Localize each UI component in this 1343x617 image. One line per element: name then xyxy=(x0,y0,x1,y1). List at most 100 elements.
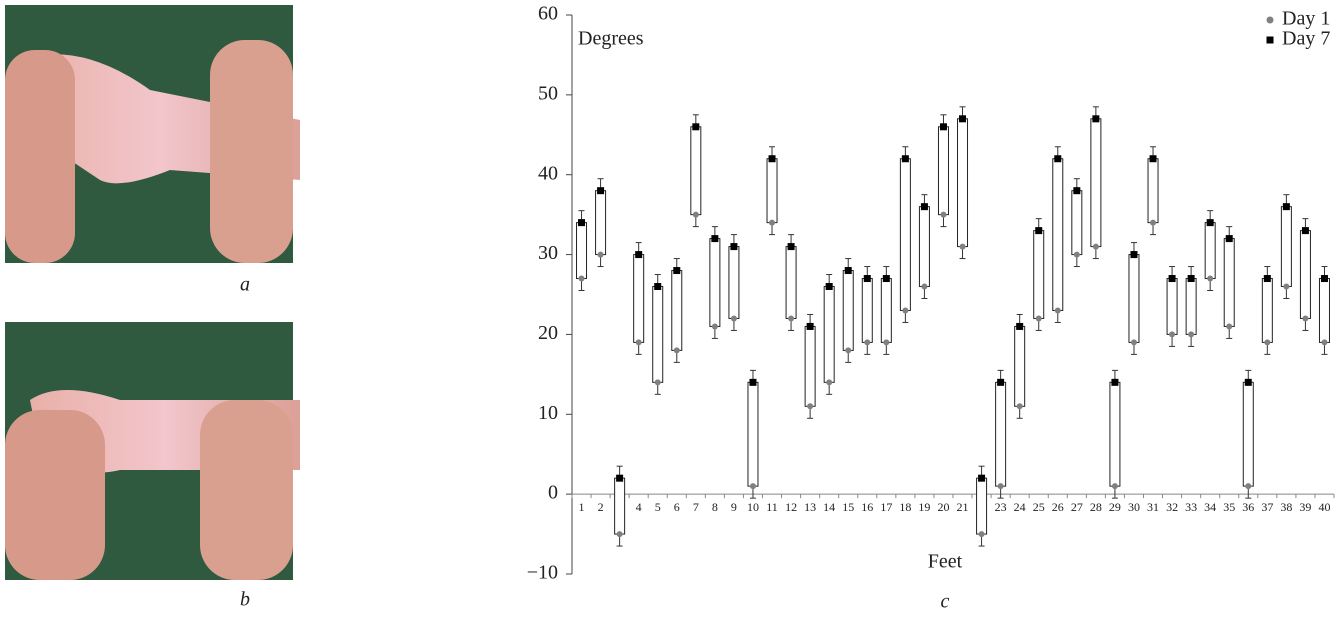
legend-label: Day 1 xyxy=(1282,8,1330,30)
range-box xyxy=(596,191,606,255)
range-box xyxy=(919,207,929,287)
x-tick-label: 14 xyxy=(823,500,835,514)
x-tick-label: 8 xyxy=(712,500,718,514)
point xyxy=(674,347,680,353)
range-box xyxy=(881,279,891,343)
y-tick-label: 20 xyxy=(538,322,558,344)
range-box xyxy=(615,478,625,534)
point xyxy=(902,307,908,313)
range-box xyxy=(1129,255,1139,343)
x-tick-label: 32 xyxy=(1166,500,1178,514)
point xyxy=(864,339,870,345)
point xyxy=(1169,275,1176,282)
range-box xyxy=(1110,382,1120,486)
x-tick-label: 38 xyxy=(1280,500,1292,514)
point xyxy=(636,339,642,345)
range-box xyxy=(824,287,834,383)
x-tick-label: 40 xyxy=(1318,500,1330,514)
x-tick-label: 23 xyxy=(995,500,1007,514)
x-tick-label: 33 xyxy=(1185,500,1197,514)
x-tick-label: 37 xyxy=(1261,500,1273,514)
x-tick-label: 1 xyxy=(579,500,585,514)
point xyxy=(693,212,699,218)
point xyxy=(712,323,718,329)
point xyxy=(921,284,927,290)
photo-b xyxy=(5,322,300,580)
point xyxy=(940,123,947,130)
point xyxy=(826,283,833,290)
point xyxy=(807,323,814,330)
point xyxy=(1131,339,1137,345)
x-tick-label: 16 xyxy=(861,500,873,514)
x-tick-label: 10 xyxy=(747,500,759,514)
point xyxy=(769,155,776,162)
range-box xyxy=(577,223,587,279)
range-box xyxy=(748,382,758,486)
x-tick-label: 11 xyxy=(766,500,778,514)
point xyxy=(711,235,718,242)
range-box xyxy=(691,127,701,215)
range-box xyxy=(843,271,853,351)
point xyxy=(940,212,946,218)
y-axis-label: Degrees xyxy=(578,28,644,50)
photo-a xyxy=(5,5,300,263)
point xyxy=(978,475,985,482)
point xyxy=(1264,339,1270,345)
point xyxy=(1035,227,1042,234)
x-tick-label: 39 xyxy=(1299,500,1311,514)
figure: a b c Degrees Feet −10010203040506012345… xyxy=(0,0,1343,617)
x-tick-label: 6 xyxy=(674,500,680,514)
range-box xyxy=(672,271,682,351)
point xyxy=(597,187,604,194)
point xyxy=(749,379,756,386)
range-box xyxy=(653,287,663,383)
point xyxy=(1093,244,1099,250)
x-tick-label: 7 xyxy=(693,500,699,514)
range-box xyxy=(767,159,777,223)
point xyxy=(807,403,813,409)
point xyxy=(1017,403,1023,409)
x-tick-label: 13 xyxy=(804,500,816,514)
y-tick-label: 40 xyxy=(538,162,558,184)
point xyxy=(788,243,795,250)
point xyxy=(655,379,661,385)
point xyxy=(1074,252,1080,258)
range-box xyxy=(1319,279,1329,343)
point xyxy=(730,243,737,250)
legend-marker xyxy=(1267,17,1274,24)
x-tick-label: 18 xyxy=(899,500,911,514)
x-tick-label: 30 xyxy=(1128,500,1140,514)
point xyxy=(902,155,909,162)
x-tick-label: 19 xyxy=(918,500,930,514)
point xyxy=(1226,235,1233,242)
y-tick-label: 50 xyxy=(538,82,558,104)
point xyxy=(1302,227,1309,234)
range-box xyxy=(900,159,910,311)
range-box xyxy=(1091,119,1101,247)
range-box xyxy=(1015,326,1025,406)
point xyxy=(1150,155,1157,162)
point xyxy=(1264,275,1271,282)
range-box xyxy=(1148,159,1158,223)
x-tick-label: 25 xyxy=(1033,500,1045,514)
point xyxy=(617,531,623,537)
range-box xyxy=(1224,239,1234,327)
y-tick-label: 30 xyxy=(538,242,558,264)
range-box xyxy=(862,279,872,343)
point xyxy=(826,379,832,385)
panel-label: b xyxy=(240,589,250,611)
point xyxy=(845,347,851,353)
x-tick-label: 20 xyxy=(937,500,949,514)
x-tick-label: 29 xyxy=(1109,500,1121,514)
x-tick-label: 27 xyxy=(1071,500,1083,514)
point xyxy=(598,252,604,258)
range-box xyxy=(1262,279,1272,343)
x-tick-label: 9 xyxy=(731,500,737,514)
x-tick-label: 28 xyxy=(1090,500,1102,514)
point xyxy=(1283,203,1290,210)
point xyxy=(616,475,623,482)
range-box xyxy=(1281,207,1291,287)
point xyxy=(1092,115,1099,122)
range-box xyxy=(958,119,968,247)
point xyxy=(959,115,966,122)
